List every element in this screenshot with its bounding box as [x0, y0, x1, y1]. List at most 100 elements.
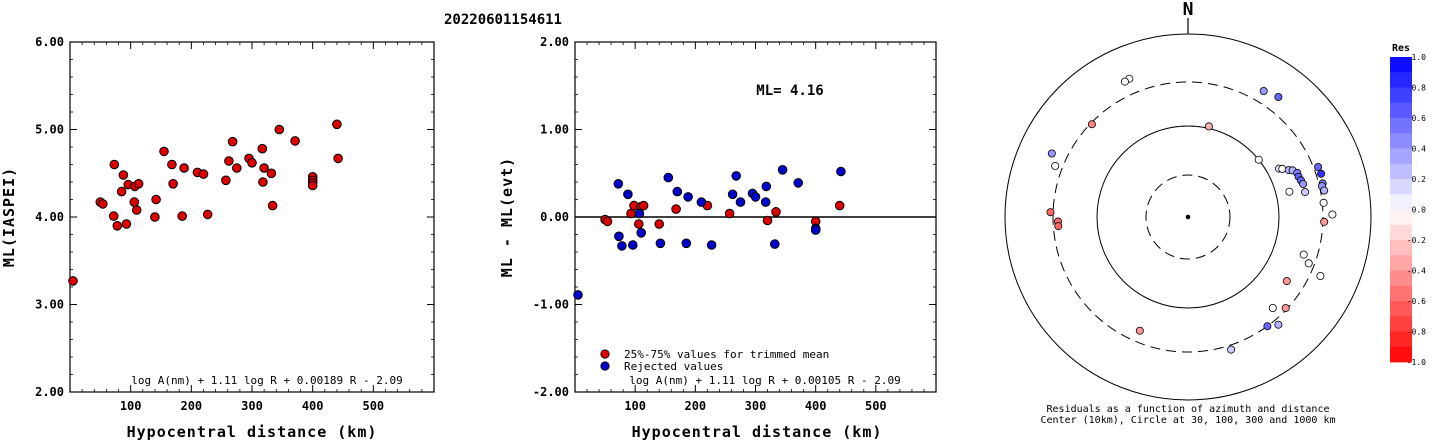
- data-point: [836, 166, 846, 177]
- legend-marker-trimmed: [600, 349, 610, 359]
- data-point: [727, 189, 738, 200]
- data-point: [602, 216, 613, 227]
- data-point: [762, 215, 773, 226]
- station-point: [1320, 217, 1329, 226]
- data-point: [573, 290, 583, 300]
- residual-colorbar: Res 1.0 0.8 0.6 0.4 0.2 0.0 -0.2 -0.4 -0.6 -0.8 -1…: [1390, 43, 1426, 367]
- station-point: [1135, 326, 1144, 335]
- data-point: [307, 180, 318, 191]
- station-point: [1047, 149, 1056, 158]
- data-point: [724, 208, 735, 219]
- data-point: [133, 179, 144, 189]
- station-point: [1054, 222, 1063, 231]
- y-tick-label: 4.00: [35, 210, 64, 224]
- ring-100km: [1096, 125, 1280, 309]
- data-point: [628, 240, 638, 250]
- data-point: [333, 153, 343, 164]
- azimuth-residual-plot: N Residuals as a function of azimuth and…: [1004, 0, 1372, 426]
- data-point: [274, 124, 285, 135]
- caption-line-2: Center (10km), Circle at 30, 100, 300 an…: [1040, 415, 1335, 426]
- station-point: [1281, 304, 1290, 313]
- station-point: [1204, 122, 1213, 131]
- y-tick-label: -2.00: [533, 385, 569, 399]
- colorbar-cell: [1390, 316, 1412, 332]
- legend-label-rejected: Rejected values: [624, 360, 723, 373]
- colorbar-tick-label: -1.0: [1407, 358, 1426, 367]
- colorbar-tick-label: 1.0: [1412, 53, 1427, 62]
- data-point: [731, 171, 742, 181]
- data-point: [227, 136, 238, 147]
- data-point: [131, 205, 142, 215]
- colorbar-cells: [1390, 57, 1412, 363]
- station-point: [1087, 120, 1096, 129]
- data-point: [118, 170, 129, 180]
- data-point: [116, 186, 127, 197]
- data-point: [179, 163, 189, 173]
- formula-label: log A(nm) + 1.11 log R + 0.00105 R - 2.0…: [629, 374, 901, 387]
- legend-label-trimmed: 25%-75% values for trimmed mean: [624, 348, 829, 361]
- data-point: [202, 209, 213, 220]
- data-point: [671, 204, 681, 214]
- data-point: [221, 175, 231, 186]
- data-point: [167, 159, 177, 170]
- data-point: [770, 239, 780, 249]
- station-point: [1314, 162, 1323, 171]
- station-points: [1046, 74, 1337, 354]
- data-point: [654, 219, 665, 229]
- station-point: [1328, 210, 1337, 219]
- data-point: [626, 208, 636, 219]
- data-point: [706, 240, 717, 250]
- station-point: [1319, 198, 1328, 207]
- colorbar-cell: [1390, 118, 1412, 134]
- x-axis-label: Hypocentral distance (km): [127, 423, 378, 441]
- data-point: [150, 212, 160, 222]
- colorbar-cell: [1390, 148, 1412, 165]
- colorbar-cell: [1390, 209, 1412, 226]
- station-point: [1051, 161, 1060, 170]
- colorbar-tick-label: -0.8: [1407, 328, 1426, 337]
- station-point: [1285, 187, 1294, 196]
- y-axis-label: ML(IASPEI): [0, 167, 18, 267]
- station-point: [1046, 208, 1055, 217]
- colorbar-tick-label: 0.2: [1412, 175, 1427, 184]
- data-point: [793, 178, 804, 188]
- data-point: [681, 238, 692, 249]
- x-tick-label: 200: [180, 399, 202, 413]
- data-point: [177, 211, 187, 221]
- x-tick-label: 500: [362, 399, 384, 413]
- data-point: [777, 165, 788, 175]
- ring-1000km: [1004, 33, 1372, 401]
- y-tick-label: 2.00: [35, 385, 64, 399]
- data-point: [696, 197, 707, 207]
- station-point: [1282, 277, 1291, 286]
- colorbar-cell: [1390, 163, 1412, 180]
- center-marker: [1185, 214, 1191, 220]
- colorbar-tick-label: -0.2: [1407, 236, 1426, 245]
- data-point: [68, 276, 78, 286]
- x-tick-label: 300: [241, 399, 263, 413]
- colorbar-cell: [1390, 194, 1412, 210]
- colorbar-cell: [1390, 346, 1412, 363]
- station-point: [1316, 271, 1325, 280]
- station-point: [1263, 322, 1272, 331]
- data-point: [655, 238, 666, 249]
- data-point: [638, 200, 649, 211]
- data-point: [129, 197, 140, 207]
- station-point: [1317, 169, 1326, 178]
- data-point: [636, 228, 647, 238]
- data-point: [623, 189, 633, 200]
- x-tick-label: 300: [745, 399, 767, 413]
- data-point: [613, 179, 624, 189]
- colorbar-tick-label: -0.6: [1407, 297, 1426, 306]
- data-point: [750, 192, 761, 202]
- data-point: [98, 199, 108, 209]
- station-point: [1274, 320, 1283, 329]
- station-point: [1268, 303, 1277, 312]
- ring-30km: [1145, 174, 1231, 260]
- data-point: [168, 179, 178, 189]
- x-tick-label: 400: [805, 399, 827, 413]
- colorbar-cell: [1390, 301, 1412, 317]
- station-point: [1278, 164, 1287, 173]
- ml-vs-distance-chart: 2.00 3.00 4.00 5.00 6.00 100 200 300 400 500 ML(I…: [0, 35, 435, 441]
